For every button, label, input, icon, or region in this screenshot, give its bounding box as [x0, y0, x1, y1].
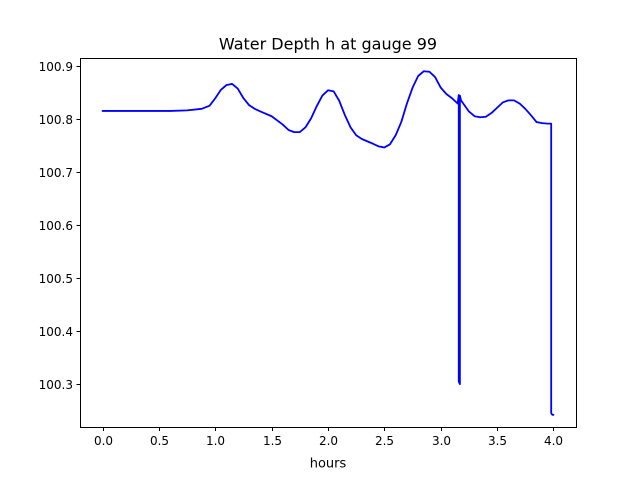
x-tick-label: 1.5 — [263, 434, 282, 448]
y-tick-label: 100.7 — [39, 166, 73, 180]
x-tick-label: 3.5 — [488, 434, 507, 448]
x-axis-label: hours — [310, 457, 347, 472]
y-tick-label: 100.4 — [39, 325, 73, 339]
x-axis: 0.0 0.5 1.0 1.5 2.0 2.5 3.0 3.5 4.0 — [94, 427, 563, 448]
plot-area — [101, 70, 555, 416]
x-tick-label: 0.5 — [150, 434, 169, 448]
y-tick-label: 100.3 — [39, 378, 73, 392]
x-tick-label: 2.5 — [375, 434, 394, 448]
y-tick-label: 100.5 — [39, 272, 73, 286]
y-tick-label: 100.9 — [39, 60, 73, 74]
x-tick-label: 3.0 — [432, 434, 451, 448]
y-tick-label: 100.6 — [39, 219, 73, 233]
plot-frame — [80, 58, 577, 428]
y-tick-label: 100.8 — [39, 113, 73, 127]
x-tick-label: 2.0 — [319, 434, 338, 448]
x-tick-label: 0.0 — [94, 434, 113, 448]
series-line — [101, 70, 555, 416]
chart-title: Water Depth h at gauge 99 — [219, 35, 437, 54]
y-axis: 100.3 100.4 100.5 100.6 100.7 100.8 100.9 — [39, 60, 81, 392]
x-tick-label: 4.0 — [544, 434, 563, 448]
x-tick-label: 1.0 — [206, 434, 225, 448]
